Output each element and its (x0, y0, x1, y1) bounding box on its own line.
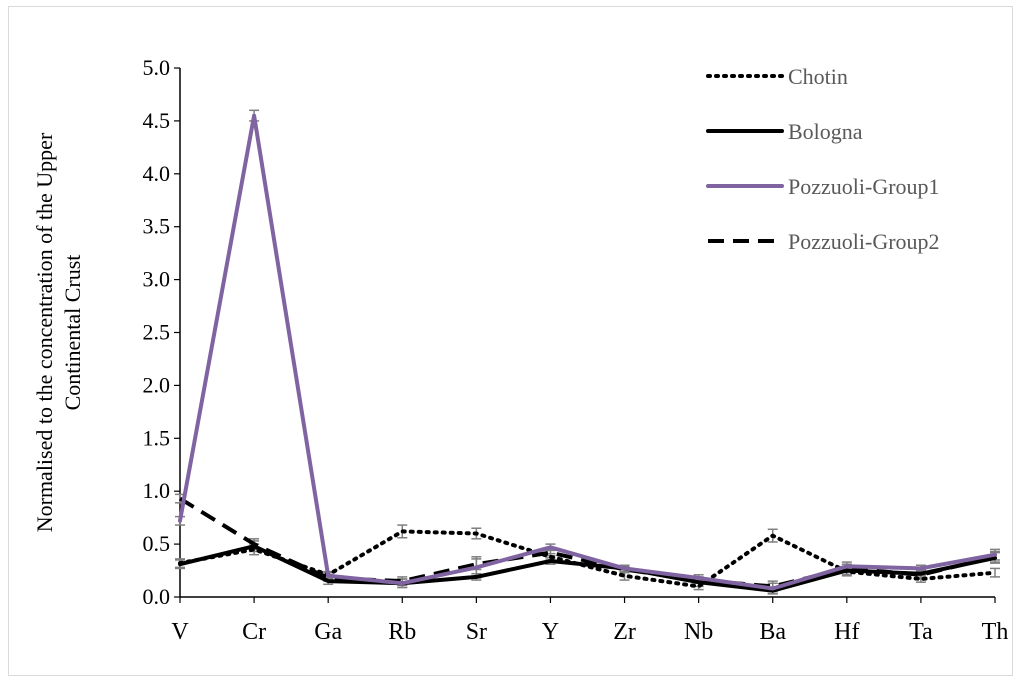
series-line-pozzuoli-group1 (178, 113, 997, 591)
y-tick-label: 2.0 (143, 372, 171, 397)
legend-label: Pozzuoli-Group1 (788, 174, 940, 199)
y-axis-title-line-1: Normalised to the concentration of the U… (32, 132, 57, 532)
x-tick-label: Rb (388, 619, 416, 645)
series-line-pozzuoli-group2 (178, 496, 996, 589)
legend-label: Pozzuoli-Group2 (788, 229, 940, 254)
axes (174, 67, 996, 603)
y-axis-title-line-2: Continental Crust (60, 255, 85, 411)
legend-item: Pozzuoli-Group1 (706, 174, 940, 199)
x-tick-label: Sr (466, 619, 487, 645)
series-lines (178, 113, 997, 593)
legend-item: Pozzuoli-Group2 (708, 229, 940, 254)
legend-label: Bologna (788, 119, 863, 144)
x-tick-label: V (171, 619, 189, 645)
legend-label: Chotin (788, 64, 848, 89)
legend: Chotin Bologna Pozzuoli-Group1 Pozzuoli-Gro… (706, 64, 940, 254)
x-tick-label: Th (982, 619, 1009, 645)
y-tick-label: 2.5 (143, 320, 171, 345)
x-tick-label: Ba (759, 619, 786, 645)
x-tick-label: Zr (613, 619, 636, 645)
x-tick-label: Cr (242, 619, 266, 645)
y-tick-label: 4.0 (143, 161, 171, 186)
y-tick-label: 0.5 (143, 531, 171, 556)
x-tick-label: Hf (834, 619, 859, 645)
y-tick-label: 4.5 (143, 108, 171, 133)
legend-item: Chotin (706, 64, 848, 89)
legend-item: Bologna (706, 119, 863, 144)
error-bar (990, 567, 1000, 578)
y-tick-label: 3.0 (143, 267, 171, 292)
y-tick-label: 1.0 (143, 478, 171, 503)
x-tick-label: Nb (684, 619, 713, 645)
y-tick-label: 3.5 (143, 214, 171, 239)
x-tick-label: Ga (314, 619, 342, 645)
y-axis-title: Normalised to the concentration of the U… (32, 132, 85, 532)
y-tick-label: 0.0 (143, 584, 171, 609)
y-tick-label: 1.5 (143, 425, 171, 450)
y-tick-label: 5.0 (143, 55, 171, 80)
x-tick-label: Y (542, 619, 559, 645)
x-tick-label: Ta (909, 619, 933, 645)
tick-labels: 0.0 0.5 1.0 1.5 2.0 2.5 3.0 3.5 4.0 4.5 5.0 V Cr Ga Rb… (143, 55, 1009, 645)
